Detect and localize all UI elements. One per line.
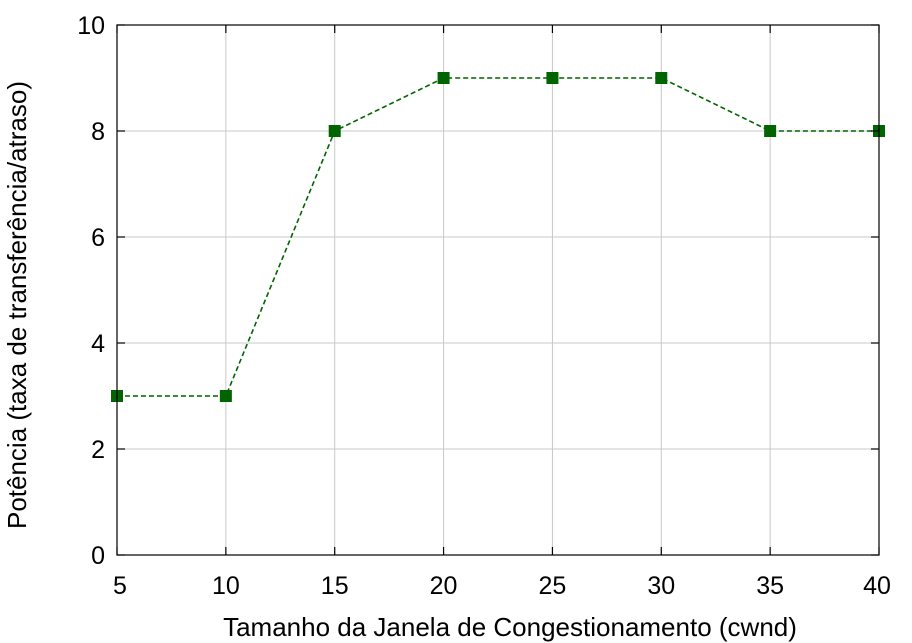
data-point <box>328 125 341 137</box>
data-point <box>437 72 450 84</box>
x-tick-label: 25 <box>539 572 567 600</box>
data-point <box>764 125 777 137</box>
data-point <box>655 72 668 84</box>
series-line <box>117 77 879 397</box>
y-tick-label: 10 <box>77 12 105 40</box>
x-tick-label: 40 <box>863 572 891 600</box>
x-tick-label: 30 <box>647 572 675 600</box>
data-point <box>219 390 232 402</box>
x-axis-label: Tamanho da Janela de Congestionamento (c… <box>223 612 797 642</box>
y-tick-label: 4 <box>91 330 105 358</box>
y-axis-label: Potência (taxa de transferência/atraso) <box>2 81 32 529</box>
series-group <box>111 72 885 402</box>
y-tick-label: 0 <box>91 542 105 570</box>
x-tick-label: 15 <box>321 572 349 600</box>
y-tick-label: 2 <box>91 436 105 464</box>
y-tick-label: 8 <box>91 118 105 146</box>
plot-frame <box>116 24 880 556</box>
data-point <box>546 72 559 84</box>
ticks: 5 10 15 20 25 30 35 40 0 2 4 6 8 10 <box>77 12 891 600</box>
y-tick-label: 6 <box>91 224 105 252</box>
x-tick-label: 10 <box>212 572 240 600</box>
grid <box>116 24 880 556</box>
x-tick-label: 5 <box>113 572 127 600</box>
x-tick-label: 35 <box>756 572 784 600</box>
x-tick-label: 20 <box>430 572 458 600</box>
